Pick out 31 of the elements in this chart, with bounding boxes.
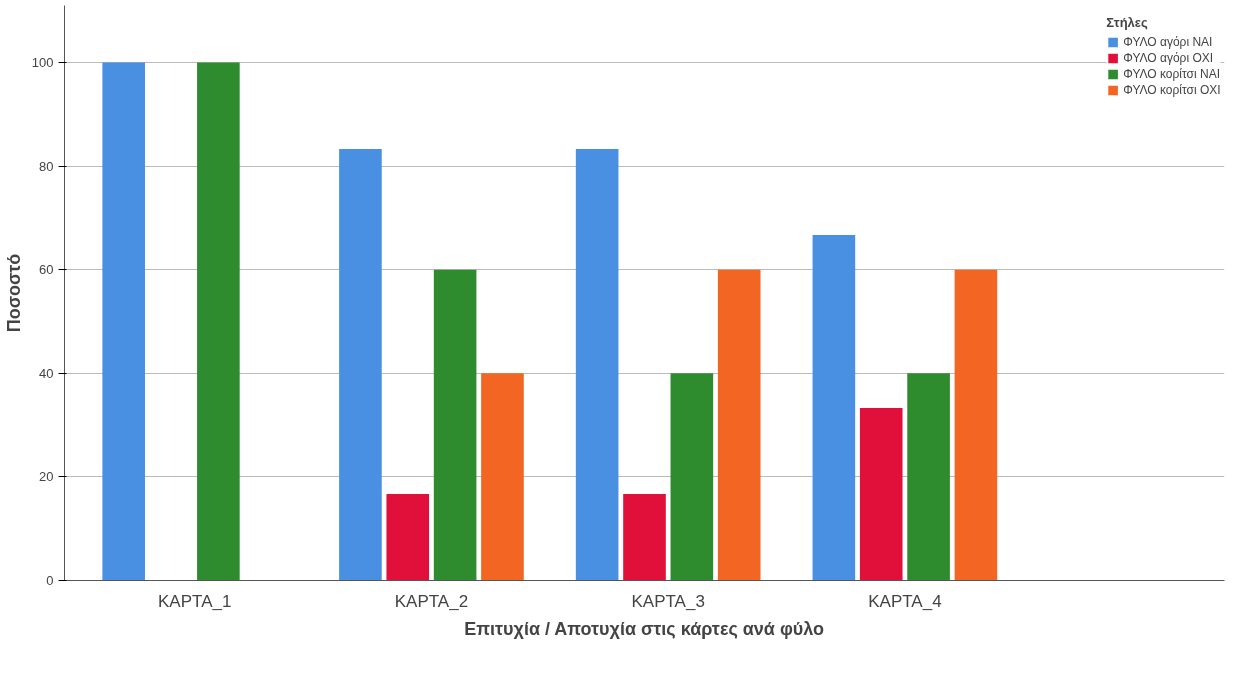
y-tick-label: 0: [46, 573, 54, 588]
legend-label: ΦΥΛΟ αγόρι ΟΧΙ: [1123, 51, 1214, 65]
bar: [859, 408, 903, 581]
y-tick-label: 40: [39, 365, 54, 381]
bar: [623, 493, 666, 581]
x-axis-title: Επιτυχία / Αποτυχία στις κάρτες ανά φύλο: [464, 618, 825, 639]
bar: [386, 493, 430, 581]
x-tick-label: ΚΑΡΤΑ_3: [631, 591, 705, 611]
y-tick-label: 20: [39, 469, 54, 485]
bar: [812, 234, 856, 581]
bar: [433, 269, 477, 581]
legend-label: ΦΥΛΟ αγόρι ΝΑΙ: [1123, 35, 1213, 49]
x-tick-label: ΚΑΡΤΑ_2: [394, 591, 469, 611]
y-tick-label: 80: [39, 158, 54, 174]
bar: [481, 373, 524, 581]
legend-title: Στήλες: [1106, 15, 1149, 30]
bar: [102, 62, 145, 581]
bar: [339, 148, 382, 581]
bar: [197, 62, 240, 581]
y-axis-title: Ποσοστό: [3, 253, 24, 333]
bar: [907, 373, 950, 581]
bar: [575, 148, 619, 581]
x-tick-label: ΚΑΡΤΑ_4: [868, 591, 942, 611]
bar: [954, 269, 998, 581]
x-tick-label: ΚΑΡΤΑ_1: [158, 591, 232, 611]
y-tick-label: 60: [39, 262, 54, 278]
legend-label: ΦΥΛΟ κορίτσι ΝΑΙ: [1123, 67, 1220, 81]
legend-label: ΦΥΛΟ κορίτσι ΟΧΙ: [1123, 83, 1221, 97]
bar: [670, 373, 714, 581]
y-tick-label: 100: [31, 54, 54, 70]
bar: [717, 269, 761, 581]
